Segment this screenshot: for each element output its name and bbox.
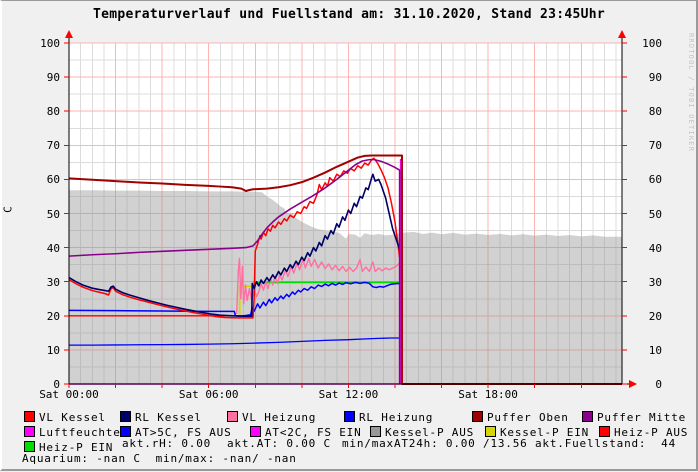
legend-label: RL Kessel [135, 411, 202, 424]
legend-item-luftfeuchte: Luftfeuchte [24, 421, 121, 439]
legend-label: VL Kessel [39, 411, 106, 424]
stat-akt-at: akt.AT: 0.00 C [227, 437, 331, 450]
legend-item-heizp-ein: Heiz-P EIN [24, 436, 113, 454]
legend-item-kesselp-aus: Kessel-P AUS [370, 421, 474, 439]
stat-akt-fuellstand: akt.Fuellstand: 44 [535, 437, 677, 450]
chart-title: Temperaturverlauf und Fuellstand am: 31.… [93, 7, 605, 22]
y-tick-label: 30 [648, 275, 662, 289]
swatch-at5-fs-aus [120, 426, 131, 437]
legend-row-2: Luftfeuchte AT>5C, FS AUS AT<2C, FS EIN … [2, 421, 698, 439]
legend-label: Kessel-P AUS [385, 426, 475, 439]
legend-label: Heiz-P AUS [614, 426, 689, 439]
legend-label: Puffer Oben [487, 411, 569, 424]
y-tick-label: 50 [648, 207, 662, 221]
legend-item-heizp-aus: Heiz-P AUS [599, 421, 688, 439]
swatch-puffer-oben [472, 411, 483, 422]
legend-item-at2-fs-ein: AT<2C, FS EIN [250, 421, 362, 439]
legend-item-kesselp-ein: Kessel-P EIN [485, 421, 589, 439]
y-tick-label: 30 [46, 275, 60, 289]
legend-row-4: Aquarium: -nan C min/max: -nan/ -nan [2, 451, 698, 465]
y-tick-label: 70 [648, 139, 662, 153]
y-tick-label: 60 [46, 173, 60, 187]
swatch-kesselp-ein [485, 426, 496, 437]
y-tick-label: 60 [648, 173, 662, 187]
x-tick-label: Sat 06:00 [178, 388, 239, 401]
swatch-rl-heizung [344, 411, 355, 422]
legend-label: RL Heizung [359, 411, 434, 424]
legend-item-vl-heizung: VL Heizung [227, 406, 316, 424]
legend-label: AT>5C, FS AUS [135, 426, 232, 439]
legend-item-vl-kessel: VL Kessel [24, 406, 106, 424]
y-tick-label: 50 [46, 207, 60, 221]
legend-label: Luftfeuchte [39, 426, 121, 439]
legend-label: VL Heizung [242, 411, 317, 424]
legend-item-rl-heizung: RL Heizung [344, 406, 433, 424]
legend-label: Kessel-P EIN [500, 426, 590, 439]
y-tick-label: 10 [648, 343, 662, 357]
legend-item-rl-kessel: RL Kessel [120, 406, 202, 424]
y-tick-label: 100 [40, 37, 60, 50]
swatch-at2-fs-ein [250, 426, 261, 437]
legend-item-at5-fs-aus: AT>5C, FS AUS [120, 421, 232, 439]
swatch-vl-kessel [24, 411, 35, 422]
stat-aquarium: Aquarium: -nan C min/max: -nan/ -nan [22, 452, 297, 465]
legend-label: Heiz-P EIN [39, 441, 114, 454]
x-tick-label: Sat 18:00 [458, 388, 518, 401]
swatch-rl-kessel [120, 411, 131, 422]
legend-item-puffer-mitte: Puffer Mitte [582, 406, 686, 424]
y-tick-label: 80 [648, 105, 662, 119]
y-tick-label: 20 [648, 309, 662, 323]
rrdtool-watermark: RRDTOOL / TOBI OETIKER [687, 33, 695, 153]
stat-akt-rh: akt.rH: 0.00 [122, 437, 212, 450]
legend-label: Puffer Mitte [597, 411, 687, 424]
y-tick-label: 40 [648, 241, 662, 255]
y-tick-label: 10 [46, 343, 60, 357]
swatch-heizp-aus [599, 426, 610, 437]
y-tick-label: 0 [655, 378, 662, 391]
swatch-heizp-ein [24, 441, 35, 452]
swatch-puffer-mitte [582, 411, 593, 422]
legend-label: AT<2C, FS EIN [265, 426, 362, 439]
y-tick-label: 90 [46, 71, 60, 85]
stat-minmax-at24h: min/maxAT24h: 0.00 /13.56 [342, 437, 528, 450]
y-tick-label: 0 [53, 378, 60, 391]
y-tick-label: 20 [46, 309, 60, 323]
legend-row-1: VL Kessel RL Kessel VL Heizung RL Heizun… [2, 406, 698, 424]
y-tick-label: 80 [46, 105, 60, 119]
legend-row-3: Heiz-P EIN akt.rH: 0.00 akt.AT: 0.00 C m… [2, 436, 698, 454]
y-tick-label: 40 [46, 241, 60, 255]
swatch-kesselp-aus [370, 426, 381, 437]
y-tick-label: 90 [648, 71, 662, 85]
x-tick-label: Sat 12:00 [318, 388, 379, 401]
swatch-luftfeuchte [24, 426, 35, 437]
y-tick-label: 100 [642, 37, 662, 50]
y-tick-label: 70 [46, 139, 60, 153]
legend-item-puffer-oben: Puffer Oben [472, 406, 569, 424]
x-tick-label: Sat 00:00 [39, 388, 99, 401]
swatch-vl-heizung [227, 411, 238, 422]
